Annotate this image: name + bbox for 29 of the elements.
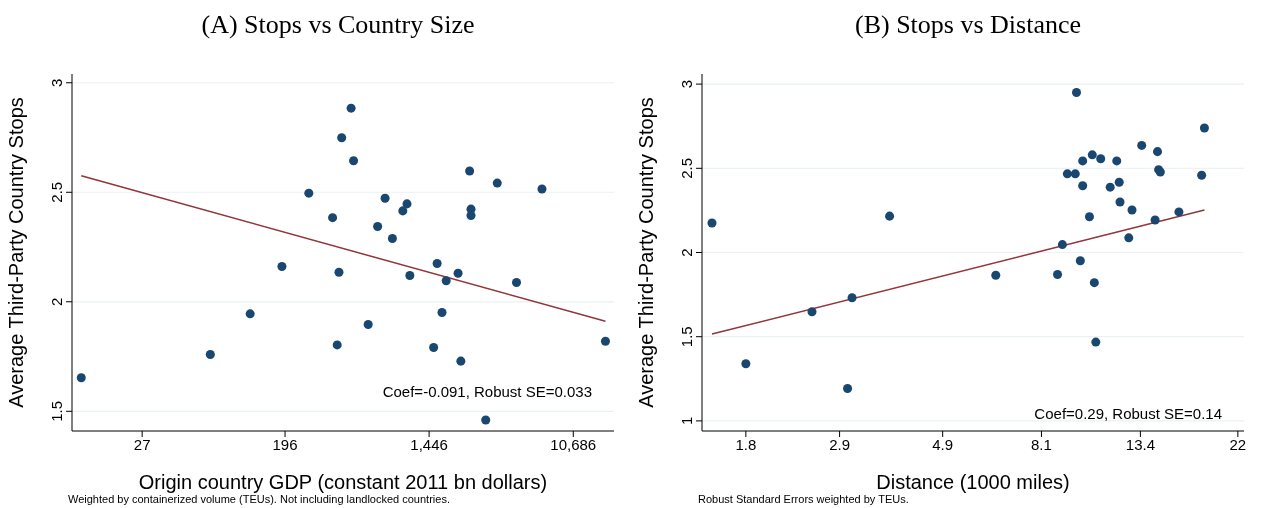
y-tick-label: 3 [678, 79, 695, 89]
y-tick-label: 2.5 [48, 181, 65, 203]
x-tick-label: 4.9 [932, 435, 954, 453]
x-tick-label: 2.9 [829, 435, 851, 453]
y-tick-label: 1.5 [678, 326, 695, 348]
x-tick-label: 196 [272, 435, 298, 453]
x-tick-label: 27 [133, 435, 151, 453]
text: Robust Standard Errors weighted by TEUs. [698, 493, 910, 505]
y-tick-label: 3 [48, 78, 65, 87]
x-axis-title: Origin country GDP (constant 2011 bn dollars) [138, 471, 548, 493]
y-axis-title: Average Third-Party Country Stops [5, 97, 28, 408]
chart-title: (B) Stops vs Distance [853, 9, 1082, 41]
annotation: Coef=-0.091, Robust SE=0.033 [382, 383, 592, 400]
annotation: Coef=0.29, Robust SE=0.14 [1034, 405, 1222, 422]
y-tick-label: 2 [48, 297, 65, 306]
x-tick-label: 22 [1229, 435, 1247, 453]
x-axis-title: Distance (1000 miles) [876, 471, 1070, 493]
x-tick-label: 1.8 [735, 435, 757, 453]
x-tick-label: 10,686 [550, 435, 597, 453]
chart-title: (A) Stops vs Country Size [200, 9, 476, 41]
x-tick-label: 13.4 [1125, 435, 1155, 453]
y-tick-label: 2 [678, 248, 695, 257]
y-axis-title: Average Third-Party Country Stops [635, 97, 658, 408]
y-tick-label: 1.5 [48, 400, 65, 422]
x-tick-label: 8.1 [1031, 435, 1052, 453]
y-tick-label: 2.5 [678, 157, 695, 179]
x-tick-label: 1,446 [410, 435, 448, 453]
text: Weighted by containerized volume (TEUs). Not including landlocked countries. [68, 493, 451, 505]
y-tick-label: 1 [678, 416, 695, 426]
